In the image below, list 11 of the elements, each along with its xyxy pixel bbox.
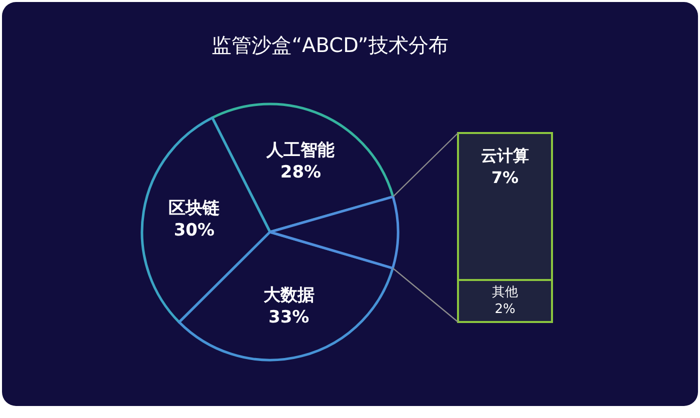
data-label: 7% (491, 168, 519, 187)
data-label: 33% (268, 307, 310, 328)
slice-label: 大数据 (263, 285, 314, 306)
slice-label: 区块链 (168, 198, 221, 219)
chart-title: 监管沙盒“ABCD”技术分布 (212, 33, 448, 57)
data-label: 2% (494, 302, 516, 317)
data-label: 28% (280, 162, 322, 183)
series-label: 其他 (492, 285, 518, 300)
series-label: 云计算 (481, 146, 529, 165)
slice-label: 人工智能 (266, 140, 335, 161)
data-label: 30% (174, 220, 215, 241)
